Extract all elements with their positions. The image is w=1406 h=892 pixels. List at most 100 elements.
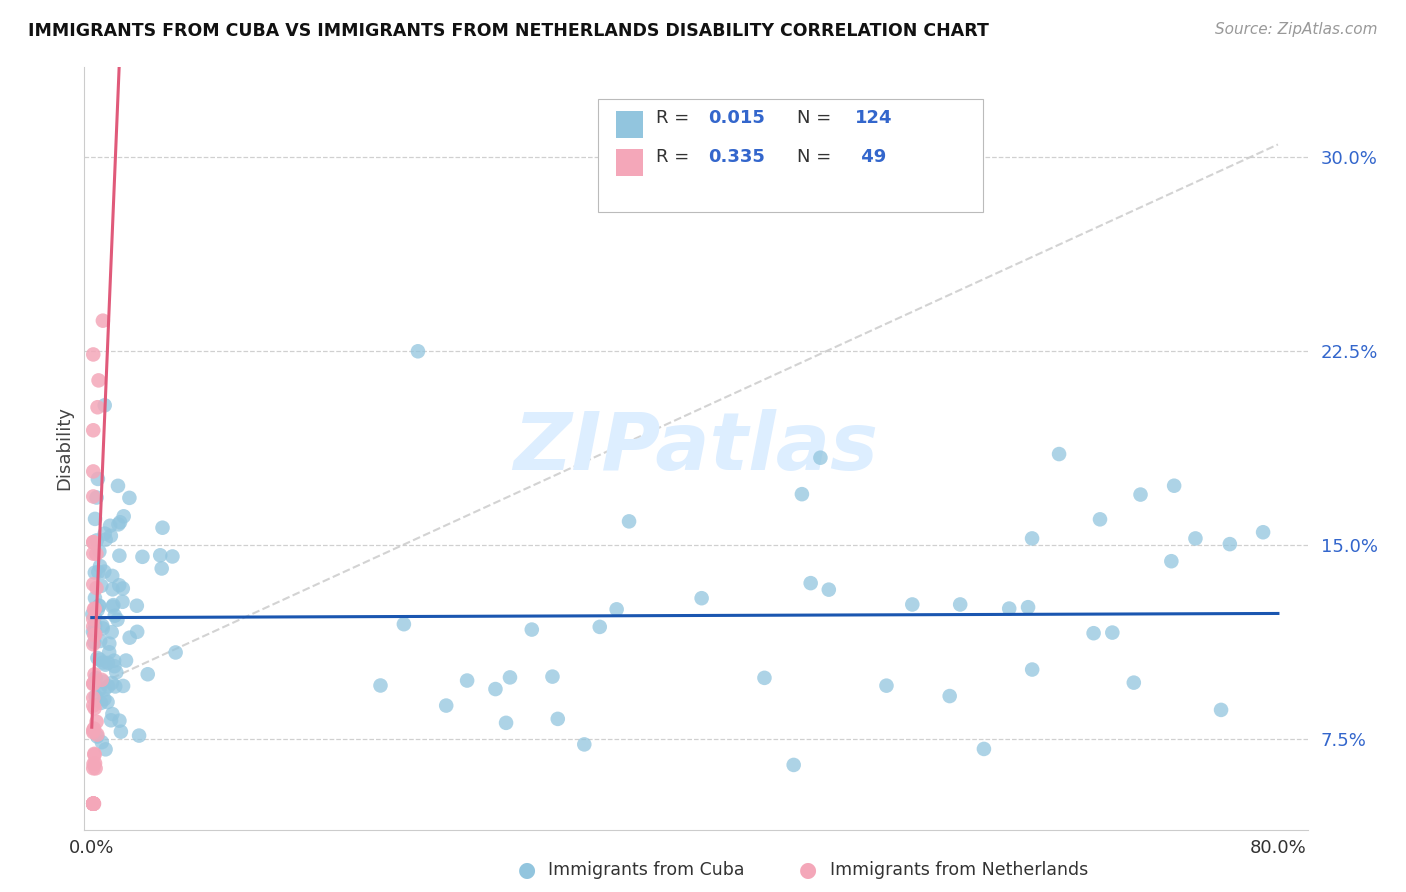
- Point: [87, 599, 110, 613]
- Point: [754, 671, 776, 685]
- Point: [131, 549, 153, 564]
- FancyBboxPatch shape: [598, 99, 983, 211]
- Point: [1021, 532, 1043, 546]
- Point: [149, 549, 172, 563]
- Point: [86, 728, 108, 742]
- Point: [484, 681, 506, 696]
- Point: [82, 797, 104, 811]
- Point: [370, 678, 392, 692]
- Point: [817, 582, 839, 597]
- Point: [82, 490, 104, 504]
- Point: [1021, 663, 1043, 677]
- Point: [82, 698, 104, 713]
- Point: [82, 577, 104, 591]
- Point: [103, 654, 125, 668]
- Bar: [616, 149, 644, 176]
- Point: [82, 761, 104, 775]
- Point: [83, 667, 105, 681]
- Point: [90, 579, 112, 593]
- Point: [108, 578, 131, 592]
- Point: [91, 618, 114, 632]
- Point: [82, 797, 104, 811]
- Point: [617, 514, 640, 528]
- Point: [875, 679, 897, 693]
- Point: [82, 797, 104, 811]
- Point: [1160, 554, 1182, 568]
- Point: [82, 690, 104, 705]
- Point: [93, 526, 115, 541]
- Text: Source: ZipAtlas.com: Source: ZipAtlas.com: [1215, 22, 1378, 37]
- Point: [87, 565, 110, 579]
- Point: [84, 756, 107, 771]
- Point: [118, 491, 141, 505]
- Point: [87, 373, 110, 387]
- Point: [96, 695, 118, 709]
- Point: [82, 797, 104, 811]
- Point: [97, 656, 120, 670]
- Point: [82, 797, 104, 811]
- Point: [94, 742, 117, 756]
- Point: [547, 712, 569, 726]
- Point: [125, 599, 148, 613]
- Point: [1088, 512, 1111, 526]
- Point: [90, 696, 112, 710]
- Text: Immigrants from Cuba: Immigrants from Cuba: [548, 861, 745, 879]
- Point: [98, 637, 121, 651]
- Point: [86, 581, 108, 595]
- Point: [86, 603, 108, 617]
- Point: [104, 608, 127, 623]
- Point: [82, 676, 104, 690]
- Point: [690, 591, 713, 606]
- Point: [782, 758, 804, 772]
- Point: [82, 637, 104, 651]
- Point: [101, 599, 124, 614]
- Point: [112, 679, 135, 693]
- Point: [101, 676, 124, 690]
- Point: [82, 797, 104, 811]
- Point: [91, 656, 114, 670]
- Point: [82, 723, 104, 738]
- Point: [83, 610, 105, 624]
- Point: [91, 313, 114, 327]
- Point: [973, 742, 995, 756]
- Point: [84, 591, 107, 605]
- Point: [456, 673, 478, 688]
- Point: [87, 472, 110, 486]
- Point: [98, 645, 121, 659]
- Point: [83, 601, 105, 615]
- Text: ●: ●: [519, 860, 536, 880]
- Point: [1017, 600, 1039, 615]
- Point: [84, 671, 107, 685]
- Point: [165, 645, 187, 659]
- Point: [83, 602, 105, 616]
- Point: [82, 465, 104, 479]
- Point: [82, 535, 104, 549]
- Point: [82, 624, 104, 639]
- Point: [541, 670, 564, 684]
- Point: [93, 692, 115, 706]
- Point: [101, 706, 124, 721]
- Point: [83, 747, 105, 761]
- Point: [495, 715, 517, 730]
- Point: [115, 654, 138, 668]
- Point: [150, 561, 173, 575]
- Point: [83, 756, 105, 771]
- Point: [118, 631, 141, 645]
- Text: 124: 124: [855, 109, 893, 127]
- Point: [89, 599, 111, 613]
- Text: R =: R =: [655, 109, 695, 127]
- Point: [800, 576, 823, 591]
- Point: [107, 479, 129, 493]
- Text: 0.015: 0.015: [709, 109, 765, 127]
- Point: [83, 701, 105, 715]
- Point: [127, 624, 149, 639]
- Text: N =: N =: [797, 148, 838, 166]
- Bar: [616, 112, 644, 138]
- Point: [499, 670, 522, 684]
- Point: [83, 635, 105, 649]
- Point: [1163, 479, 1185, 493]
- Point: [136, 667, 159, 681]
- Point: [82, 797, 104, 811]
- Point: [107, 517, 129, 532]
- Point: [89, 544, 111, 558]
